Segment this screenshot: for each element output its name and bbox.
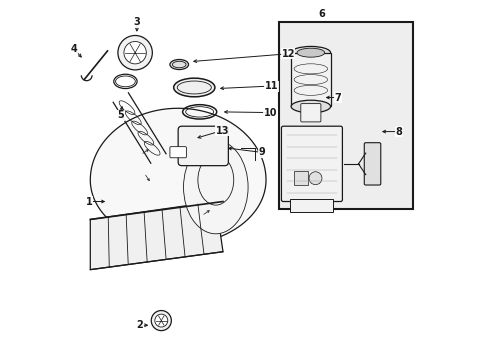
Ellipse shape: [169, 59, 188, 69]
Text: 1: 1: [86, 197, 93, 207]
FancyBboxPatch shape: [364, 143, 380, 185]
Ellipse shape: [290, 46, 330, 59]
Ellipse shape: [290, 100, 330, 113]
Ellipse shape: [183, 140, 247, 234]
Ellipse shape: [173, 78, 214, 97]
Polygon shape: [90, 108, 265, 244]
Bar: [278, 22, 412, 209]
FancyBboxPatch shape: [169, 147, 186, 158]
Circle shape: [151, 311, 171, 330]
Text: 6: 6: [318, 9, 325, 19]
Circle shape: [308, 172, 321, 185]
Text: 5: 5: [117, 111, 124, 121]
Ellipse shape: [296, 48, 324, 57]
Circle shape: [155, 314, 167, 327]
Text: 9: 9: [258, 147, 264, 157]
FancyBboxPatch shape: [281, 126, 342, 202]
Circle shape: [123, 41, 146, 64]
Polygon shape: [90, 202, 223, 270]
Text: 3: 3: [133, 17, 140, 27]
Circle shape: [118, 36, 152, 70]
Bar: [290, 53, 330, 107]
Text: 11: 11: [264, 81, 278, 91]
Text: 7: 7: [334, 93, 341, 103]
FancyBboxPatch shape: [178, 126, 228, 166]
Text: 4: 4: [71, 44, 78, 54]
Bar: [290, 199, 333, 212]
Text: 13: 13: [215, 126, 228, 135]
Bar: [293, 171, 308, 185]
Text: 10: 10: [263, 108, 277, 118]
Text: 2: 2: [136, 320, 143, 330]
Text: 8: 8: [394, 127, 401, 136]
FancyBboxPatch shape: [300, 104, 320, 122]
Text: 12: 12: [281, 49, 294, 59]
